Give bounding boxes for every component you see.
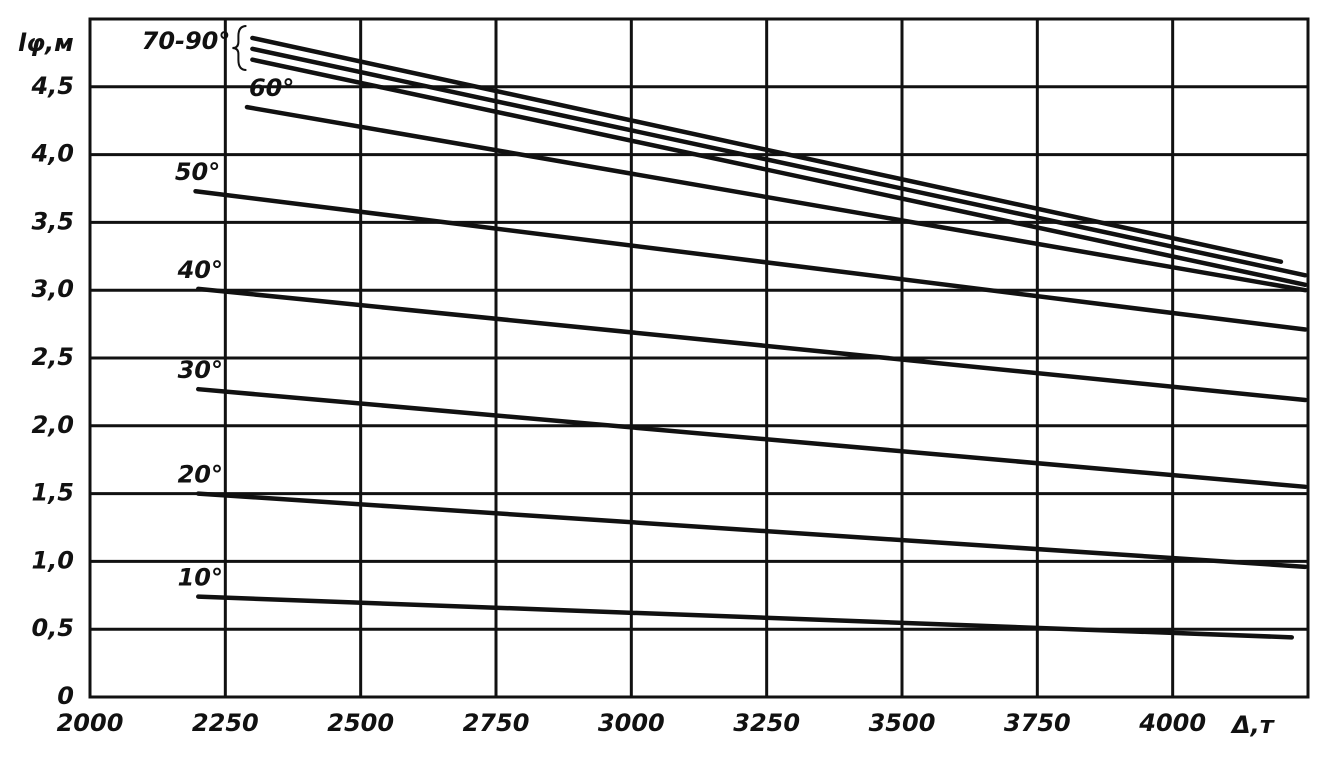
y-tick-label: 0,5 [31,614,74,642]
line-series [250,57,1308,288]
y-axis-label: lφ,м [18,29,74,57]
line-series [196,491,1308,570]
line-series [250,35,1284,264]
series-label: 50° [175,158,220,186]
x-tick-label: 3000 [598,709,665,737]
x-tick-label: 2750 [463,709,530,737]
line-series [196,594,1295,640]
line-series [250,46,1308,278]
series-label: 10° [178,564,223,592]
x-tick-label: 3250 [733,709,800,737]
y-tick-label: 2,5 [31,343,74,371]
y-tick-label: 2,0 [31,411,74,439]
x-tick-label: 3500 [869,709,936,737]
x-tick-label: 2250 [192,709,259,737]
x-tick-label: 2000 [57,709,124,737]
x-axis-label: Δ,т [1230,711,1276,739]
y-tick-label: 3,5 [31,207,74,235]
series-label: 20° [178,461,223,489]
y-tick-label: 0 [57,682,74,710]
x-tick-label: 4000 [1138,709,1206,737]
series-label: 60° [249,74,294,102]
brace [232,24,247,71]
x-tick-label: 2500 [327,709,394,737]
y-tick-label: 1,0 [31,546,74,574]
series-label: 70-90° [142,27,231,55]
line-series [196,386,1308,490]
plot-frame [88,17,1310,699]
x-tick-label: 3750 [1004,709,1071,737]
y-tick-label: 3,0 [31,275,74,303]
line-series [193,188,1308,332]
line-series [196,286,1308,403]
series-label: 40° [177,256,223,284]
y-tick-label: 4,0 [30,140,74,168]
line-series [244,104,1308,293]
series-label: 30° [178,356,223,384]
y-tick-label: 1,5 [31,479,74,507]
y-tick-label: 4,5 [30,72,74,100]
